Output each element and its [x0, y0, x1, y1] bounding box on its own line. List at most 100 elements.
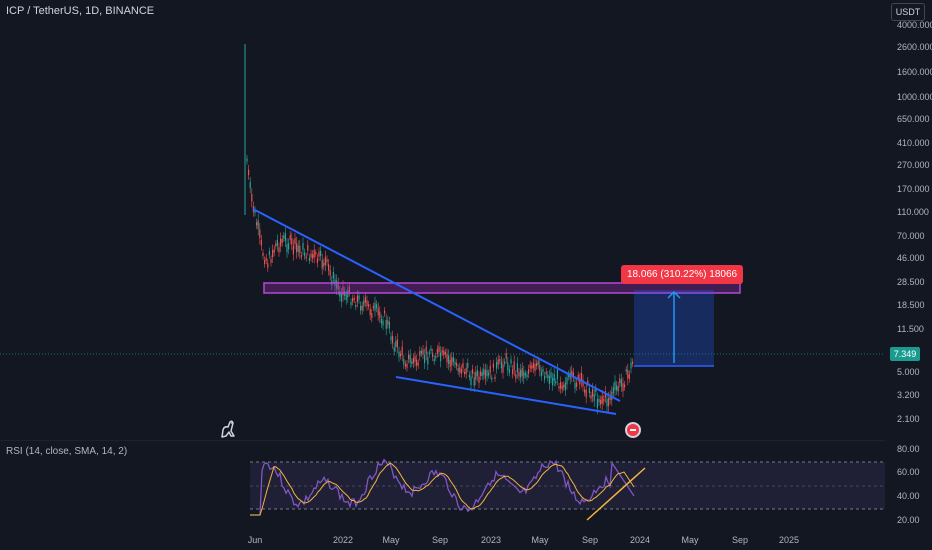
candle-body [390, 336, 392, 341]
candle-body [288, 243, 290, 250]
candle-body [585, 389, 587, 398]
time-tick-label: May [382, 535, 400, 545]
candle-body [492, 363, 494, 368]
candle-body [560, 381, 562, 389]
candle-body [326, 259, 328, 263]
candle-body [555, 381, 557, 384]
candle-body [299, 245, 301, 254]
candle-body [323, 262, 325, 267]
candle-body [337, 282, 339, 290]
candle-body [473, 377, 475, 386]
candle-body [622, 383, 624, 392]
resistance-zone[interactable] [263, 282, 741, 294]
candle-body [259, 229, 261, 239]
candle-body [352, 298, 354, 302]
candle-body [542, 369, 544, 373]
candle-body [481, 372, 483, 376]
candle-body [308, 257, 310, 261]
candle-body [348, 286, 350, 292]
candle-body [446, 354, 448, 363]
candle-body [584, 389, 586, 393]
candle-body [454, 361, 456, 365]
candle-body [294, 238, 296, 245]
candle-body [532, 362, 534, 369]
candle-body [536, 363, 538, 367]
candle-body [264, 260, 266, 264]
rsi-trendline[interactable] [586, 467, 646, 521]
candle-body [408, 354, 410, 360]
candle-body [552, 378, 554, 386]
candle-body [292, 245, 294, 255]
candle-body [265, 257, 267, 261]
candle-body [353, 297, 355, 300]
candle-body [614, 381, 616, 390]
candle-body [550, 372, 552, 379]
candle-body [304, 252, 306, 256]
candle-body [372, 305, 374, 309]
candle-body [411, 361, 413, 364]
candle-body [457, 367, 459, 372]
candle-body [329, 269, 331, 276]
candle-body [286, 244, 288, 253]
candle-body [374, 302, 376, 311]
price-tick-label: 70.000 [897, 231, 925, 241]
candle-body [388, 321, 390, 329]
candle-body [494, 376, 496, 379]
candle-body [369, 309, 371, 316]
upper-trendline[interactable] [252, 208, 621, 402]
candle-body [480, 371, 482, 376]
rsi-title: RSI (14, close, SMA, 14, 2) [6, 446, 128, 457]
rsi-tick-label: 20.00 [897, 515, 920, 525]
rsi-pane[interactable] [0, 440, 932, 550]
candle-body [406, 363, 408, 368]
candle-body [478, 376, 480, 383]
candle-body [310, 253, 312, 258]
candle-body [528, 369, 530, 374]
candle-body [332, 271, 334, 279]
candle-body [336, 280, 338, 289]
candle-body [627, 370, 629, 379]
candle-body [595, 388, 597, 393]
candle-body [272, 250, 274, 258]
candle-body [347, 290, 349, 298]
candle-body [462, 363, 464, 369]
candle-body [414, 356, 416, 362]
candle-body [464, 371, 466, 375]
candle-body [315, 252, 317, 255]
candle-body [409, 354, 411, 363]
candle-body [363, 300, 365, 307]
candle-body [489, 365, 491, 374]
candle-body [449, 359, 451, 368]
candle-body [577, 375, 579, 379]
candle-body [476, 370, 478, 377]
rsi-line [250, 458, 635, 516]
candle-body [518, 372, 520, 377]
candle-body [632, 361, 634, 364]
candle-body [345, 294, 347, 300]
candle-body [561, 385, 563, 390]
candle-body [246, 158, 248, 162]
candle-body [510, 359, 512, 364]
currency-button[interactable]: USDT [891, 3, 925, 21]
candle-body [572, 372, 574, 378]
candle-body [321, 259, 323, 269]
candle-body [625, 369, 627, 372]
price-range-arrow-head [667, 290, 681, 299]
candle-body [444, 351, 446, 355]
time-tick-label: 2023 [480, 535, 502, 545]
price-range-label: 18.066 (310.22%) 18066 [621, 265, 744, 284]
candle-body [616, 385, 618, 391]
candle-body [256, 222, 258, 226]
candle-body [440, 352, 442, 362]
candle-body [392, 336, 394, 344]
candle-body [590, 395, 592, 399]
price-tick-label: 410.000 [897, 138, 930, 148]
candle-body [515, 374, 517, 379]
candle-body [281, 238, 283, 243]
lower-trendline[interactable] [395, 376, 617, 415]
us-flag-event-icon[interactable] [625, 422, 641, 438]
price-chart-pane[interactable] [0, 0, 932, 440]
candle-body [526, 374, 528, 378]
candle-body [516, 363, 518, 373]
candle-body [484, 369, 486, 379]
